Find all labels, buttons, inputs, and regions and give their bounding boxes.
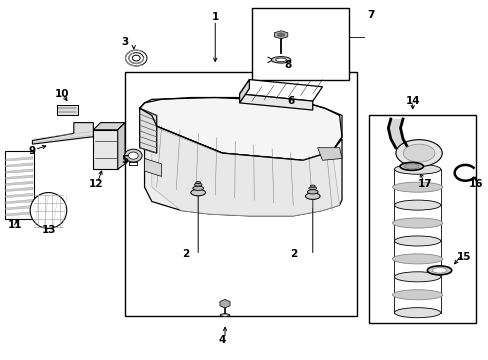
Polygon shape <box>220 300 229 308</box>
Ellipse shape <box>30 193 67 228</box>
Ellipse shape <box>190 189 205 196</box>
Polygon shape <box>239 80 249 103</box>
Ellipse shape <box>392 182 442 192</box>
Polygon shape <box>5 169 33 173</box>
Text: 7: 7 <box>367 10 374 20</box>
Polygon shape <box>140 108 157 153</box>
Text: 3: 3 <box>121 37 128 47</box>
Bar <box>125 72 356 316</box>
Polygon shape <box>5 193 33 198</box>
Ellipse shape <box>394 308 440 318</box>
Text: 11: 11 <box>8 220 22 230</box>
Circle shape <box>128 152 138 159</box>
Ellipse shape <box>431 268 446 273</box>
Text: 15: 15 <box>456 252 470 262</box>
Polygon shape <box>274 31 287 39</box>
Text: 8: 8 <box>284 60 291 70</box>
Polygon shape <box>5 187 33 192</box>
Ellipse shape <box>192 186 203 190</box>
Ellipse shape <box>310 185 315 187</box>
Polygon shape <box>144 116 341 216</box>
Ellipse shape <box>394 236 440 246</box>
Text: 2: 2 <box>289 248 296 258</box>
Polygon shape <box>5 163 33 167</box>
Polygon shape <box>57 105 78 116</box>
Ellipse shape <box>404 164 418 169</box>
Polygon shape <box>93 123 125 130</box>
Polygon shape <box>5 212 33 216</box>
Ellipse shape <box>307 190 318 194</box>
Polygon shape <box>4 151 34 220</box>
Text: 9: 9 <box>29 146 36 156</box>
Polygon shape <box>239 94 312 110</box>
Polygon shape <box>5 181 33 185</box>
Ellipse shape <box>399 162 423 170</box>
Ellipse shape <box>194 183 202 186</box>
Polygon shape <box>32 123 93 144</box>
Ellipse shape <box>394 272 440 282</box>
Polygon shape <box>317 148 341 160</box>
Bar <box>251 8 348 80</box>
Text: 10: 10 <box>54 89 69 99</box>
Text: 2: 2 <box>182 248 189 258</box>
Text: 17: 17 <box>417 179 431 189</box>
Bar <box>368 116 475 323</box>
Polygon shape <box>5 175 33 179</box>
Polygon shape <box>277 33 284 37</box>
Polygon shape <box>118 123 125 169</box>
Ellipse shape <box>392 254 442 264</box>
Polygon shape <box>93 130 118 169</box>
Text: 5: 5 <box>121 155 128 165</box>
Ellipse shape <box>271 57 290 63</box>
Text: 16: 16 <box>468 179 482 189</box>
Text: 14: 14 <box>405 96 419 106</box>
Ellipse shape <box>427 266 451 275</box>
Ellipse shape <box>395 140 441 167</box>
Ellipse shape <box>394 200 440 210</box>
Text: 12: 12 <box>88 179 103 189</box>
Polygon shape <box>152 126 339 216</box>
Text: 4: 4 <box>219 334 226 345</box>
Polygon shape <box>5 206 33 210</box>
Text: 1: 1 <box>211 12 219 22</box>
Polygon shape <box>5 157 33 161</box>
Polygon shape <box>140 98 341 160</box>
Polygon shape <box>5 199 33 204</box>
Ellipse shape <box>308 187 316 190</box>
Text: 13: 13 <box>42 225 57 235</box>
Ellipse shape <box>403 144 434 162</box>
Ellipse shape <box>305 193 320 199</box>
Ellipse shape <box>392 290 442 300</box>
Ellipse shape <box>392 218 442 228</box>
Polygon shape <box>144 158 161 176</box>
Ellipse shape <box>220 314 229 317</box>
Circle shape <box>124 149 142 162</box>
Ellipse shape <box>195 181 200 184</box>
Text: 6: 6 <box>286 96 294 106</box>
Polygon shape <box>387 119 407 148</box>
Polygon shape <box>239 80 322 101</box>
Ellipse shape <box>394 164 440 174</box>
Ellipse shape <box>275 58 286 62</box>
Ellipse shape <box>222 314 227 316</box>
